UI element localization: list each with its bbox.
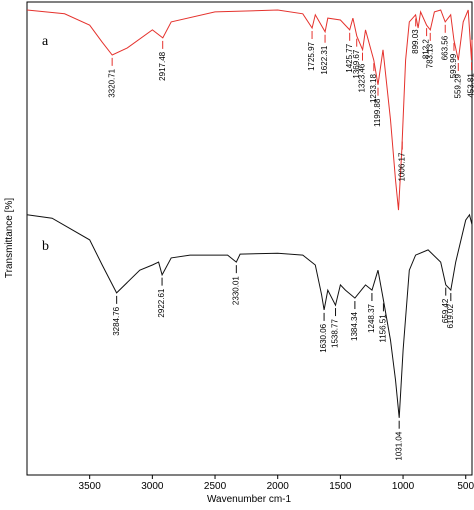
peak-label: 899.03: [411, 29, 420, 54]
peak-label: 559.29: [453, 73, 462, 98]
x-tick-label: 3000: [141, 481, 164, 492]
series-label: a: [42, 34, 49, 49]
peak-label: 619.02: [446, 304, 455, 329]
peak-label: 2922.61: [157, 288, 166, 317]
plot-frame: [26, 1, 473, 476]
peak-label: 1323.46: [358, 63, 367, 92]
spectrum-line: [26, 213, 473, 418]
x-tick-label: 1500: [329, 481, 352, 492]
peak-label: 3284.76: [112, 306, 121, 335]
peak-label: 1538.77: [331, 319, 340, 348]
peak-label: 3320.71: [107, 68, 116, 97]
peak-label: 2917.48: [158, 51, 167, 80]
peak-label: 1630.06: [319, 323, 328, 352]
x-tick-label: 1000: [392, 481, 415, 492]
peak-label: 1156.51: [379, 314, 388, 343]
x-tick-label: 3500: [79, 481, 102, 492]
peak-label: 812.2: [422, 39, 431, 60]
x-tick-label: 2500: [204, 481, 227, 492]
peak-label: 1369.67: [352, 49, 361, 78]
peak-label: 2330.01: [231, 276, 240, 305]
peak-label: 1248.37: [367, 303, 376, 332]
series-label: b: [42, 239, 49, 254]
peak-label: 1233.18: [369, 74, 378, 103]
peak-label: 1384.34: [350, 312, 359, 341]
spectrum-line: [26, 9, 473, 211]
peak-label: 1622.31: [320, 45, 329, 74]
peak-label: 1006.17: [397, 152, 406, 181]
x-tick-label: 2000: [267, 481, 290, 492]
peak-label: 663.56: [440, 35, 449, 60]
peak-label: 593.99: [449, 53, 458, 78]
peak-label: 659.42: [441, 298, 450, 323]
peak-label: 1199.88: [373, 98, 382, 127]
x-axis-label: Wavenumber cm-1: [207, 494, 292, 505]
peak-label: 1425.77: [345, 43, 354, 72]
peak-label: 1725.97: [307, 41, 316, 70]
y-axis-label: Transmittance [%]: [4, 198, 15, 278]
x-tick-label: 500: [457, 481, 474, 492]
peak-label: 453.81: [467, 73, 474, 98]
peak-label: 783.13: [425, 43, 434, 68]
peak-label: 1031.04: [394, 431, 403, 460]
